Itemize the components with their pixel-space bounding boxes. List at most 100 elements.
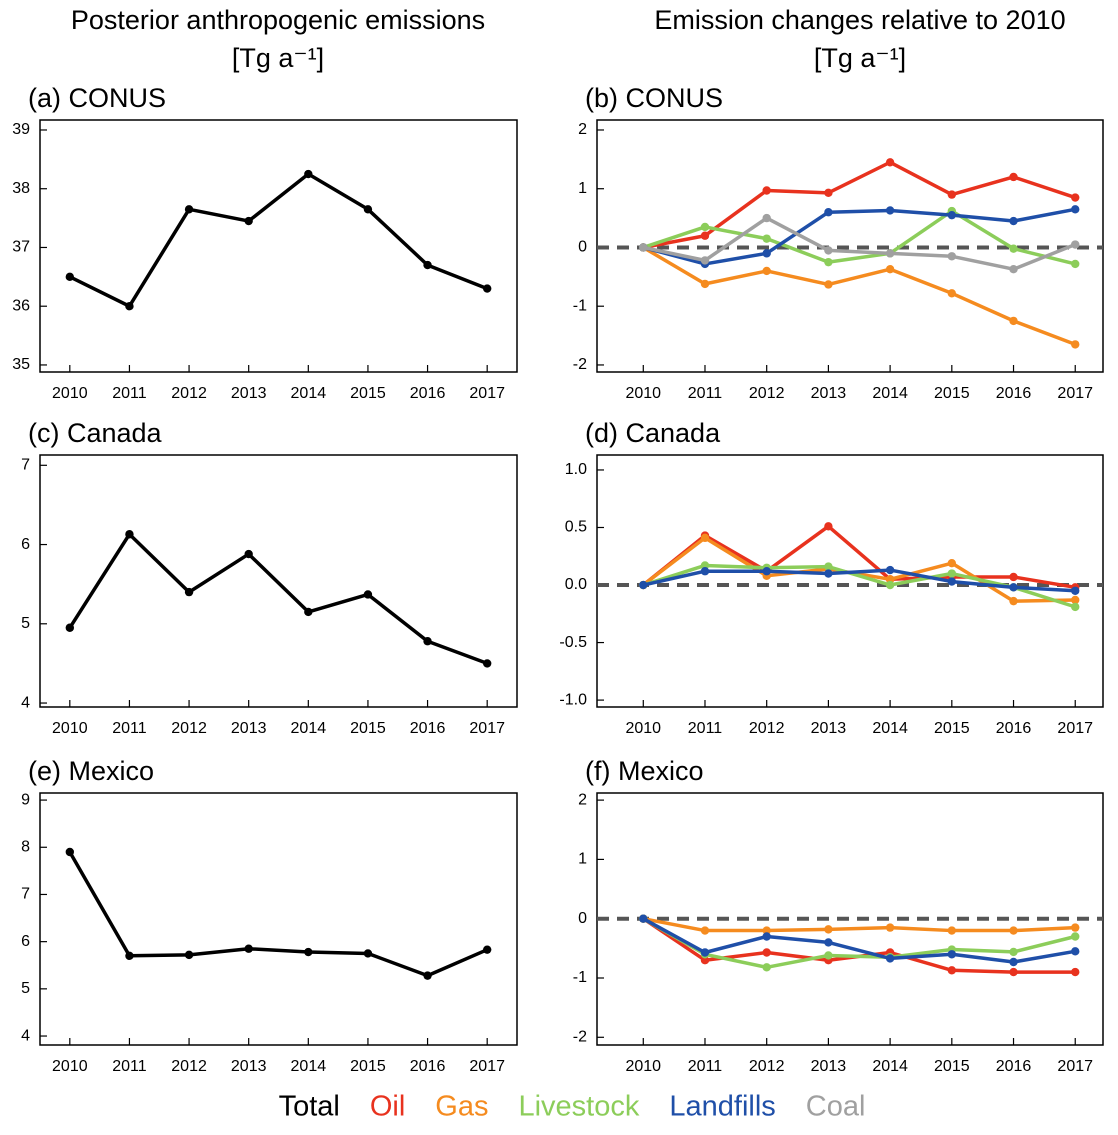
panel-title: (b) CONUS [585, 83, 723, 113]
x-tick-label: 2010 [52, 1058, 88, 1075]
data-point [824, 257, 833, 267]
data-point [1071, 240, 1080, 249]
x-tick-label: 2010 [625, 720, 661, 737]
data-point [304, 607, 313, 617]
data-point [482, 284, 492, 293]
data-point [700, 567, 710, 576]
data-point [1009, 244, 1018, 253]
series-line [642, 568, 1076, 593]
x-tick-label: 2016 [996, 1058, 1032, 1075]
x-tick-label: 2017 [469, 720, 505, 737]
data-point [824, 280, 833, 289]
column-unit: [Tg a⁻¹] [232, 43, 324, 73]
data-point [363, 949, 373, 958]
y-tick-label: 0 [578, 910, 587, 927]
x-tick-label: 2015 [350, 1058, 386, 1075]
data-point [1071, 923, 1080, 932]
y-tick-label: -2 [573, 356, 587, 373]
x-tick-label: 2010 [625, 385, 661, 402]
legend: Total Oil Gas Livestock Landfills Coal [279, 1091, 866, 1123]
x-tick-label: 2011 [112, 385, 147, 402]
data-point [1071, 595, 1080, 605]
x-tick-label: 2017 [1057, 385, 1093, 402]
data-point [65, 847, 75, 857]
data-point [700, 956, 710, 965]
y-tick-label: 2 [578, 121, 587, 138]
data-point [482, 659, 492, 668]
y-tick-label: 5 [21, 615, 30, 632]
data-point [947, 950, 957, 959]
x-tick-label: 2016 [410, 720, 446, 737]
data-point [639, 580, 648, 590]
data-point [363, 205, 373, 214]
data-point [125, 302, 134, 311]
x-tick-label: 2011 [688, 1058, 723, 1075]
data-point [824, 246, 833, 255]
panel-title: (c) Canada [28, 418, 163, 448]
y-tick-label: 2 [578, 791, 587, 808]
data-point [1009, 172, 1018, 182]
data-point [1009, 947, 1018, 957]
x-tick-label: 2014 [872, 720, 908, 737]
data-point [947, 190, 957, 199]
data-point [762, 266, 771, 276]
data-point [1009, 957, 1018, 967]
y-tick-label: 6 [21, 536, 30, 553]
data-point [824, 208, 833, 217]
data-point [1071, 340, 1080, 349]
x-tick-label: 2012 [749, 385, 785, 402]
y-tick-label: 5 [21, 980, 30, 997]
data-point [885, 249, 895, 258]
x-tick-label: 2010 [52, 385, 88, 402]
x-tick-label: 2011 [688, 720, 723, 737]
data-point [824, 938, 833, 947]
series-line [68, 851, 488, 978]
x-tick-label: 2014 [872, 1058, 908, 1075]
data-point [1009, 265, 1018, 274]
data-point [639, 914, 648, 923]
data-point [65, 623, 75, 632]
data-point [885, 954, 895, 963]
y-tick-label: 9 [21, 791, 30, 808]
series-line [642, 917, 1076, 970]
data-point [482, 945, 492, 954]
data-point [885, 923, 895, 932]
data-point [947, 966, 957, 975]
data-point [639, 243, 648, 252]
data-point [762, 926, 771, 935]
x-tick-label: 2012 [171, 1058, 207, 1075]
y-tick-label: -2 [573, 1029, 587, 1046]
data-point [1009, 596, 1018, 606]
data-point [824, 522, 833, 531]
x-tick-label: 2011 [688, 385, 723, 402]
data-point [184, 205, 194, 214]
y-tick-label: 36 [12, 297, 30, 314]
y-tick-label: 39 [12, 121, 30, 138]
data-point [762, 567, 771, 576]
data-point [304, 947, 313, 957]
data-point [762, 234, 771, 243]
legend-entry: Total [279, 1091, 340, 1123]
data-point [885, 158, 895, 167]
data-point [125, 951, 134, 961]
series-line [69, 172, 488, 308]
data-point [885, 265, 895, 274]
data-point [762, 932, 771, 941]
y-tick-label: -1 [573, 969, 587, 986]
data-point [1009, 583, 1018, 592]
data-point [1009, 926, 1018, 935]
data-point [885, 565, 895, 575]
data-point [1009, 572, 1018, 582]
y-tick-label: 1.0 [565, 461, 587, 478]
x-tick-label: 2016 [410, 1058, 446, 1075]
panel-title: (f) Mexico [585, 756, 704, 786]
series-line [642, 245, 1076, 347]
data-point [885, 575, 895, 584]
plot-frame [39, 792, 518, 1046]
x-tick-label: 2012 [171, 385, 207, 402]
x-tick-label: 2012 [171, 720, 207, 737]
data-point [423, 971, 432, 980]
data-point [947, 577, 957, 586]
x-tick-label: 2014 [291, 1058, 327, 1075]
data-point [824, 562, 833, 571]
